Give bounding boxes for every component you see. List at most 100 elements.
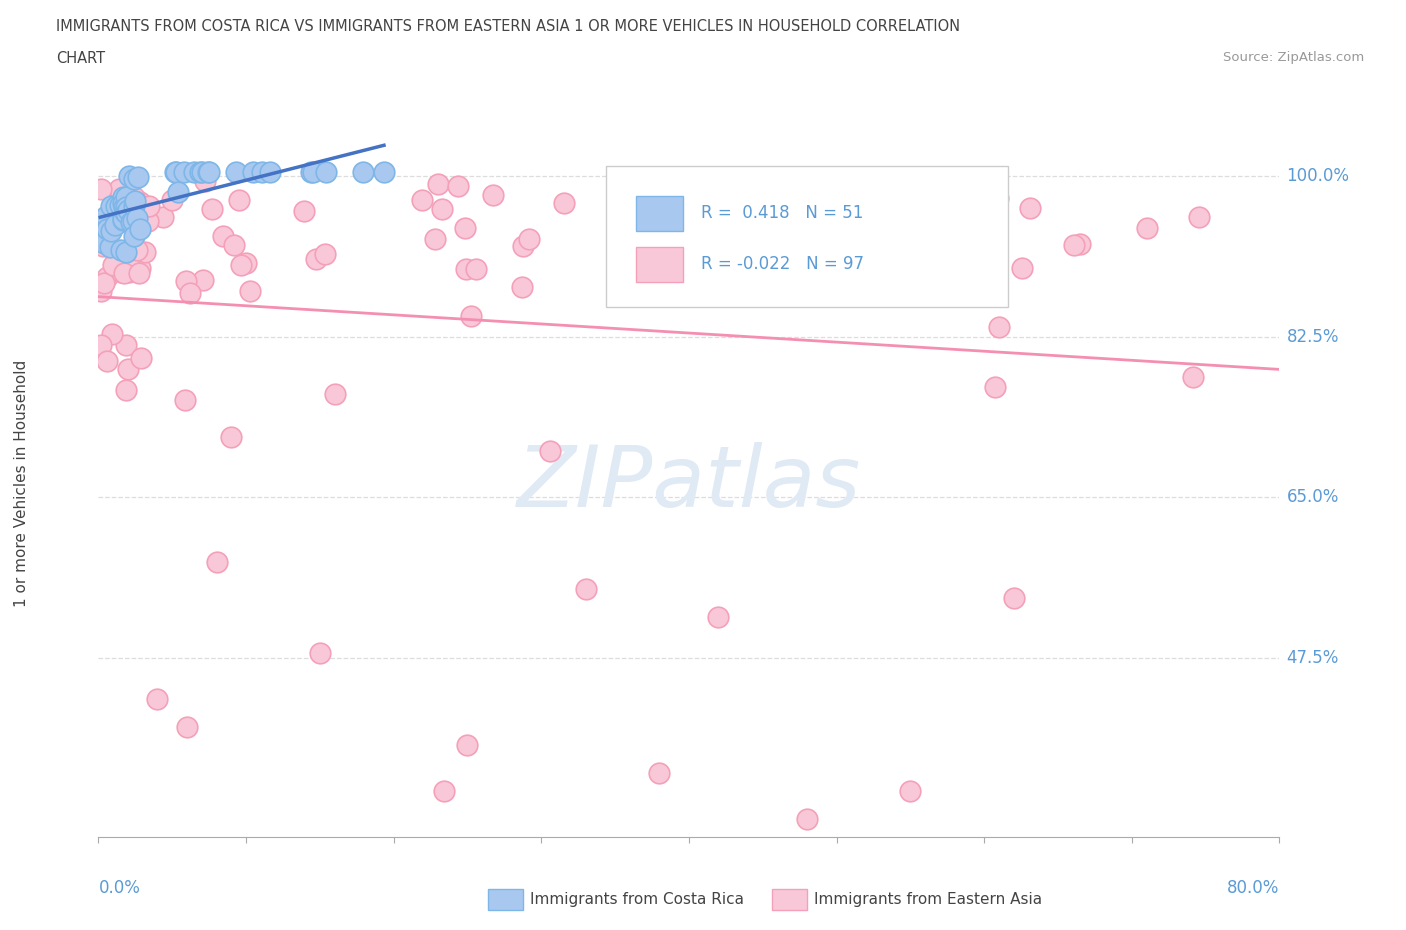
Point (205, 554, 228, 569)
Point (454, 221, 477, 236)
Point (96, 270, 118, 285)
Point (173, 164, 195, 179)
Point (138, 199, 160, 214)
Text: IMMIGRANTS FROM COSTA RICA VS IMMIGRANTS FROM EASTERN ASIA 1 OR MORE VEHICLES IN: IMMIGRANTS FROM COSTA RICA VS IMMIGRANTS… (56, 19, 960, 33)
Point (738, 190, 761, 205)
Point (201, 202, 224, 217)
Point (433, 784, 456, 799)
Point (103, 258, 125, 272)
Point (1136, 220, 1159, 235)
Point (110, 243, 132, 258)
Point (191, 272, 214, 287)
Point (115, 206, 138, 220)
Point (114, 190, 136, 205)
Point (228, 193, 250, 207)
Point (174, 273, 197, 288)
Point (323, 387, 346, 402)
Point (101, 326, 124, 341)
Point (108, 198, 131, 213)
Point (165, 164, 187, 179)
Point (630, 203, 652, 218)
Point (118, 249, 141, 264)
Point (152, 209, 174, 224)
Point (259, 164, 281, 179)
Point (111, 259, 134, 273)
Point (796, 811, 818, 826)
Point (460, 309, 482, 324)
Point (183, 164, 205, 179)
Point (114, 200, 136, 215)
Point (122, 190, 145, 205)
Point (574, 582, 596, 597)
Point (121, 214, 143, 229)
Text: Immigrants from Costa Rica: Immigrants from Costa Rica (530, 892, 744, 907)
Point (91, 239, 114, 254)
Point (717, 272, 740, 286)
Text: 82.5%: 82.5% (1286, 327, 1339, 346)
Point (112, 211, 135, 226)
Point (235, 256, 257, 271)
Point (93, 275, 115, 290)
Point (987, 191, 1010, 206)
FancyBboxPatch shape (636, 195, 683, 231)
Point (117, 169, 139, 184)
Point (146, 692, 169, 707)
Point (447, 179, 470, 193)
Point (191, 164, 214, 179)
Point (128, 265, 150, 280)
Point (309, 646, 332, 661)
Point (100, 198, 122, 213)
Point (128, 222, 150, 237)
Point (136, 214, 159, 229)
Point (96, 209, 118, 224)
Point (125, 243, 148, 258)
Point (292, 204, 315, 219)
Point (517, 232, 540, 246)
Point (104, 218, 127, 232)
Point (122, 171, 145, 186)
Point (120, 214, 142, 229)
Point (538, 444, 561, 458)
Point (100, 240, 122, 255)
Point (423, 232, 446, 246)
Point (124, 193, 146, 208)
Text: 0.0%: 0.0% (98, 879, 141, 897)
Point (118, 265, 141, 280)
Point (512, 239, 534, 254)
Point (117, 203, 139, 218)
Point (160, 193, 183, 207)
Point (239, 284, 262, 299)
Point (1011, 260, 1033, 275)
Point (94, 219, 117, 233)
Text: 1 or more Vehicles in Household: 1 or more Vehicles in Household (14, 360, 28, 607)
Point (107, 243, 129, 258)
Point (1182, 370, 1205, 385)
Point (112, 265, 135, 280)
Point (987, 320, 1010, 335)
Point (242, 164, 264, 179)
Point (707, 609, 730, 624)
Point (100, 224, 122, 239)
Point (115, 382, 138, 397)
Point (117, 362, 139, 377)
Text: Immigrants from Eastern Asia: Immigrants from Eastern Asia (814, 892, 1042, 907)
Point (352, 164, 374, 179)
Point (129, 351, 152, 365)
Point (122, 199, 145, 214)
Point (219, 430, 242, 445)
Point (129, 260, 152, 275)
Text: R =  0.418   N = 51: R = 0.418 N = 51 (700, 205, 863, 222)
Point (90, 181, 112, 196)
Point (932, 193, 955, 207)
Point (179, 286, 201, 300)
Point (315, 164, 337, 179)
Point (120, 216, 142, 231)
Point (114, 205, 136, 219)
Point (111, 246, 134, 261)
Point (842, 196, 865, 211)
Point (112, 199, 135, 214)
Point (456, 737, 478, 752)
Point (482, 188, 505, 203)
Point (128, 195, 150, 210)
Point (1063, 238, 1085, 253)
